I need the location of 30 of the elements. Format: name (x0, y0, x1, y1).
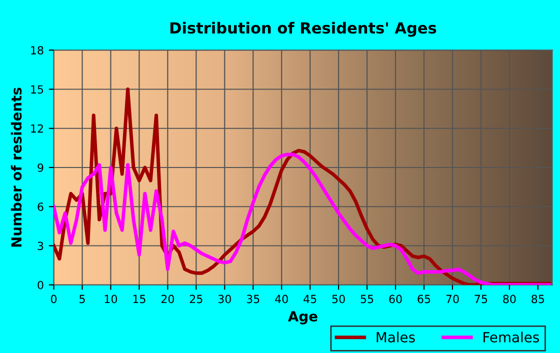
x-axis-title: Age (288, 311, 318, 324)
x-tick-label: 75 (474, 294, 488, 304)
x-tick-label: 25 (190, 294, 202, 304)
x-tick-label: 20 (161, 294, 174, 304)
y-tick-label: 9 (38, 163, 44, 172)
legend-label: Females (484, 332, 539, 342)
x-tick-label: 35 (246, 294, 260, 304)
chart-title: Distribution of Residents' Ages (170, 22, 436, 37)
x-tick-label: 5 (80, 294, 85, 304)
x-tick-label: 15 (133, 294, 146, 304)
x-tick-label: 10 (104, 294, 118, 304)
y-tick-label: 3 (38, 242, 44, 250)
x-tick-label: 0 (50, 294, 57, 304)
x-tick-label: 65 (418, 294, 430, 304)
y-tick-label: 6 (38, 202, 44, 211)
y-tick-label: 12 (31, 124, 43, 133)
y-tick-label: 15 (31, 85, 44, 94)
x-tick-label: 70 (446, 294, 459, 304)
y-tick-label: 0 (38, 280, 44, 290)
legend-label: Males (376, 332, 415, 342)
x-tick-label: 60 (389, 294, 402, 304)
x-tick-label: 50 (332, 294, 345, 304)
x-tick-label: 40 (275, 294, 288, 304)
y-axis-title: Number of residents (10, 88, 22, 247)
x-tick-label: 30 (218, 294, 231, 304)
y-tick-label: 18 (31, 46, 44, 55)
x-tick-label: 85 (532, 294, 544, 304)
x-tick-label: 55 (360, 294, 374, 304)
x-tick-label: 45 (304, 294, 316, 304)
x-tick-label: 80 (503, 294, 516, 304)
